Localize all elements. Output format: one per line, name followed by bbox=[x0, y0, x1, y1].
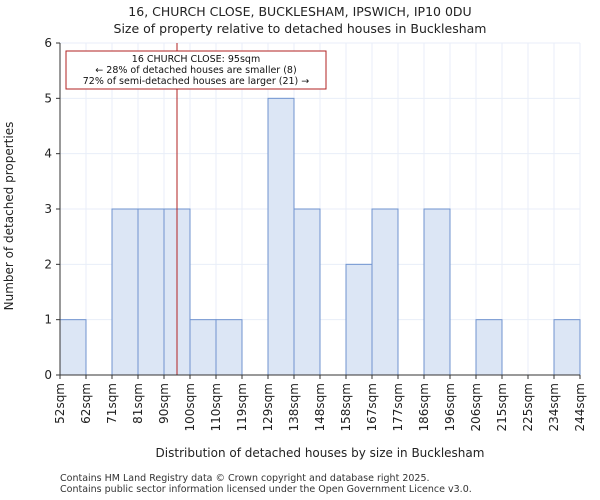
footer-line-1: Contains HM Land Registry data © Crown c… bbox=[60, 473, 430, 484]
y-axis-label: Number of detached properties bbox=[2, 122, 16, 311]
chart-title-line-2: Size of property relative to detached ho… bbox=[113, 21, 487, 36]
bar-100sqm bbox=[189, 319, 217, 376]
bar-110sqm bbox=[215, 319, 243, 376]
x-axis-label: Distribution of detached houses by size … bbox=[156, 446, 485, 460]
bar-206sqm bbox=[475, 319, 503, 376]
annotation-line-3: 72% of semi-detached houses are larger (… bbox=[83, 76, 310, 87]
bar-234sqm bbox=[553, 319, 581, 376]
x-tick-label-244sqm: 244sqm bbox=[573, 383, 587, 431]
x-tick-label-138sqm: 138sqm bbox=[287, 383, 301, 431]
bar-167sqm bbox=[371, 208, 399, 376]
x-tick-label-186sqm: 186sqm bbox=[417, 383, 431, 431]
y-tick-label-0: 0 bbox=[44, 368, 52, 382]
chart-title: 16, CHURCH CLOSE, BUCKLESHAM, IPSWICH, I… bbox=[0, 3, 600, 37]
chart-title-line-1: 16, CHURCH CLOSE, BUCKLESHAM, IPSWICH, I… bbox=[128, 4, 472, 19]
bar-138sqm bbox=[293, 208, 321, 376]
x-tick-label-148sqm: 148sqm bbox=[313, 383, 327, 431]
annotation-frame bbox=[65, 50, 327, 90]
bar-71sqm bbox=[111, 208, 139, 376]
y-tick-label-6: 6 bbox=[44, 36, 52, 50]
x-tick-label-100sqm: 100sqm bbox=[183, 383, 197, 431]
y-tick-label-3: 3 bbox=[44, 202, 52, 216]
x-tick-labels: 52sqm 62sqm 71sqm 81sqm 90sqm 100sqm 110sqm 119… bbox=[53, 375, 587, 431]
y-tick-label-4: 4 bbox=[44, 147, 52, 161]
bar-129sqm bbox=[267, 97, 295, 376]
x-tick-label-110sqm: 110sqm bbox=[209, 383, 223, 431]
bar-81sqm bbox=[137, 208, 165, 376]
y-tick-labels: 0 1 2 3 4 5 6 bbox=[44, 36, 60, 382]
x-tick-label-158sqm: 158sqm bbox=[339, 383, 353, 431]
footer: Contains HM Land Registry data © Crown c… bbox=[60, 473, 472, 495]
x-tick-label-52sqm: 52sqm bbox=[53, 383, 67, 424]
x-tick-label-90sqm: 90sqm bbox=[157, 383, 171, 424]
x-tick-label-167sqm: 167sqm bbox=[365, 383, 379, 431]
x-tick-label-129sqm: 129sqm bbox=[261, 383, 275, 431]
x-tick-label-119sqm: 119sqm bbox=[235, 383, 249, 431]
y-tick-label-1: 1 bbox=[44, 313, 52, 327]
x-tick-label-62sqm: 62sqm bbox=[79, 383, 93, 424]
bar-52sqm bbox=[59, 319, 87, 376]
x-tick-label-215sqm: 215sqm bbox=[495, 383, 509, 431]
x-tick-label-234sqm: 234sqm bbox=[547, 383, 561, 431]
x-tick-label-177sqm: 177sqm bbox=[391, 383, 405, 431]
annotation-box: 16 CHURCH CLOSE: 95sqm ← 28% of detached… bbox=[65, 50, 327, 90]
annotation-line-1: 16 CHURCH CLOSE: 95sqm bbox=[132, 54, 260, 65]
footer-line-2: Contains public sector information licen… bbox=[60, 484, 472, 495]
y-tick-label-5: 5 bbox=[44, 91, 52, 105]
x-tick-label-196sqm: 196sqm bbox=[443, 383, 457, 431]
x-tick-label-71sqm: 71sqm bbox=[105, 383, 119, 424]
bar-186sqm bbox=[423, 208, 451, 376]
x-tick-label-225sqm: 225sqm bbox=[521, 383, 535, 431]
x-tick-label-81sqm: 81sqm bbox=[131, 383, 145, 424]
annotation-line-2: ← 28% of detached houses are smaller (8) bbox=[95, 65, 296, 76]
bar-158sqm bbox=[345, 263, 373, 376]
x-tick-label-206sqm: 206sqm bbox=[469, 383, 483, 431]
y-tick-label-2: 2 bbox=[44, 257, 52, 271]
